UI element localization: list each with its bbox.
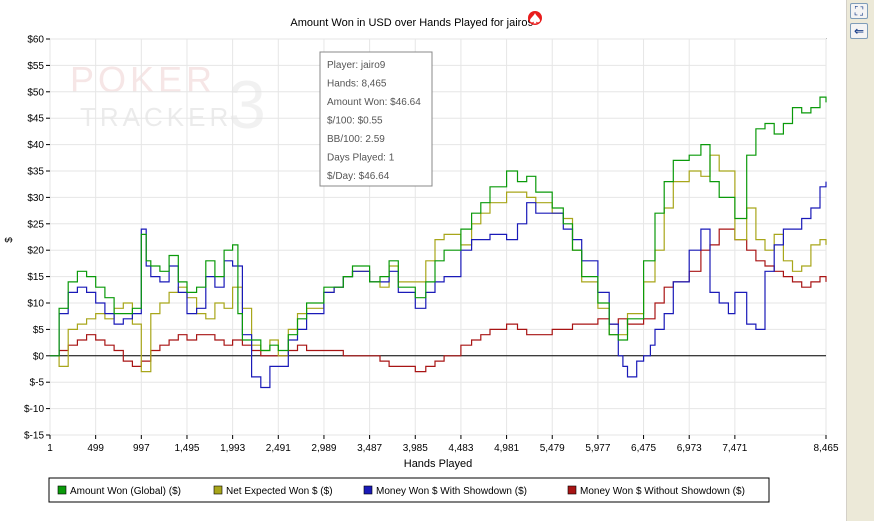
x-tick-label: 8,465 xyxy=(813,443,838,454)
tooltip-line: Player: jairo9 xyxy=(327,60,386,71)
y-tick-label: $-5 xyxy=(30,378,45,389)
x-tick-label: 2,491 xyxy=(266,443,291,454)
y-tick-label: $55 xyxy=(27,61,44,72)
tooltip-line: Amount Won: $46.64 xyxy=(327,97,421,108)
y-tick-label: $30 xyxy=(27,193,44,204)
back-arrow-icon[interactable]: ⇐ xyxy=(850,23,868,39)
stats-tooltip: Player: jairo9 Hands: 8,465 Amount Won: $4… xyxy=(319,51,433,187)
y-tick-label: $10 xyxy=(27,299,44,310)
series-lines xyxy=(50,96,827,389)
x-tick-label: 5,479 xyxy=(540,443,565,454)
series-line-3 xyxy=(50,228,827,373)
y-tick-label: $20 xyxy=(27,246,44,257)
y-tick-label: $5 xyxy=(33,325,45,336)
y-tick-label: $40 xyxy=(27,140,44,151)
legend: Amount Won (Global) ($) Net Expected Won … xyxy=(48,477,770,503)
tooltip-line: Days Played: 1 xyxy=(327,153,395,164)
poker-spade-icon xyxy=(528,11,542,25)
y-tick-label: $-15 xyxy=(24,431,44,442)
x-tick-label: 6,973 xyxy=(677,443,702,454)
y-axis-label: $ xyxy=(4,237,15,243)
legend-label: Money Won $ Without Showdown ($) xyxy=(580,486,745,497)
series-line-0 xyxy=(50,96,827,357)
legend-swatch xyxy=(363,485,373,495)
chart-panel: Amount Won in USD over Hands Played for … xyxy=(4,11,839,503)
x-tick-label: 1 xyxy=(47,443,53,454)
x-tick-label: 1,993 xyxy=(220,443,245,454)
x-tick-label: 4,981 xyxy=(494,443,519,454)
y-axis-ticks: $60 $55 $50 $45 $40 $35 $30 $25 $20 $15 $10 $5 $0 $-5… xyxy=(24,35,50,442)
tooltip-line: $/100: $0.55 xyxy=(327,116,383,127)
chart-title: Amount Won in USD over Hands Played for … xyxy=(290,17,533,29)
y-tick-label: $15 xyxy=(27,272,44,283)
x-tick-label: 1,495 xyxy=(174,443,199,454)
legend-swatch xyxy=(213,485,223,495)
y-tick-label: $25 xyxy=(27,219,44,230)
x-tick-label: 997 xyxy=(133,443,150,454)
x-tick-label: 5,977 xyxy=(585,443,610,454)
x-axis-ticks: 1 499 997 1,495 1,993 2,491 2,989 3,487 3,985 4,4… xyxy=(47,435,839,454)
x-tick-label: 3,985 xyxy=(403,443,428,454)
y-tick-label: $-10 xyxy=(24,404,44,415)
right-toolbar: ⛶ ⇐ xyxy=(846,0,874,521)
series-line-2 xyxy=(50,181,827,389)
y-tick-label: $35 xyxy=(27,167,44,178)
grid xyxy=(49,38,827,436)
y-tick-label: $0 xyxy=(33,351,45,362)
legend-swatch xyxy=(57,485,67,495)
tooltip-line: Hands: 8,465 xyxy=(327,79,387,90)
x-tick-label: 6,475 xyxy=(631,443,656,454)
y-tick-label: $45 xyxy=(27,114,44,125)
chart-svg: Amount Won in USD over Hands Played for … xyxy=(4,11,839,503)
legend-label: Net Expected Won $ ($) xyxy=(226,486,333,497)
svg-text:TRACKER: TRACKER xyxy=(80,102,232,132)
x-tick-label: 7,471 xyxy=(722,443,747,454)
expand-icon[interactable]: ⛶ xyxy=(850,3,868,19)
legend-swatch xyxy=(567,485,577,495)
x-axis-label: Hands Played xyxy=(404,458,473,470)
svg-text:3: 3 xyxy=(228,67,266,143)
x-tick-label: 4,483 xyxy=(448,443,473,454)
x-tick-label: 499 xyxy=(87,443,104,454)
x-tick-label: 2,989 xyxy=(311,443,336,454)
y-tick-label: $60 xyxy=(27,35,44,46)
x-tick-label: 3,487 xyxy=(357,443,382,454)
legend-label: Money Won $ With Showdown ($) xyxy=(376,486,527,497)
legend-label: Amount Won (Global) ($) xyxy=(70,486,181,497)
tooltip-line: $/Day: $46.64 xyxy=(327,171,390,182)
y-tick-label: $50 xyxy=(27,87,44,98)
tooltip-line: BB/100: 2.59 xyxy=(327,134,385,145)
